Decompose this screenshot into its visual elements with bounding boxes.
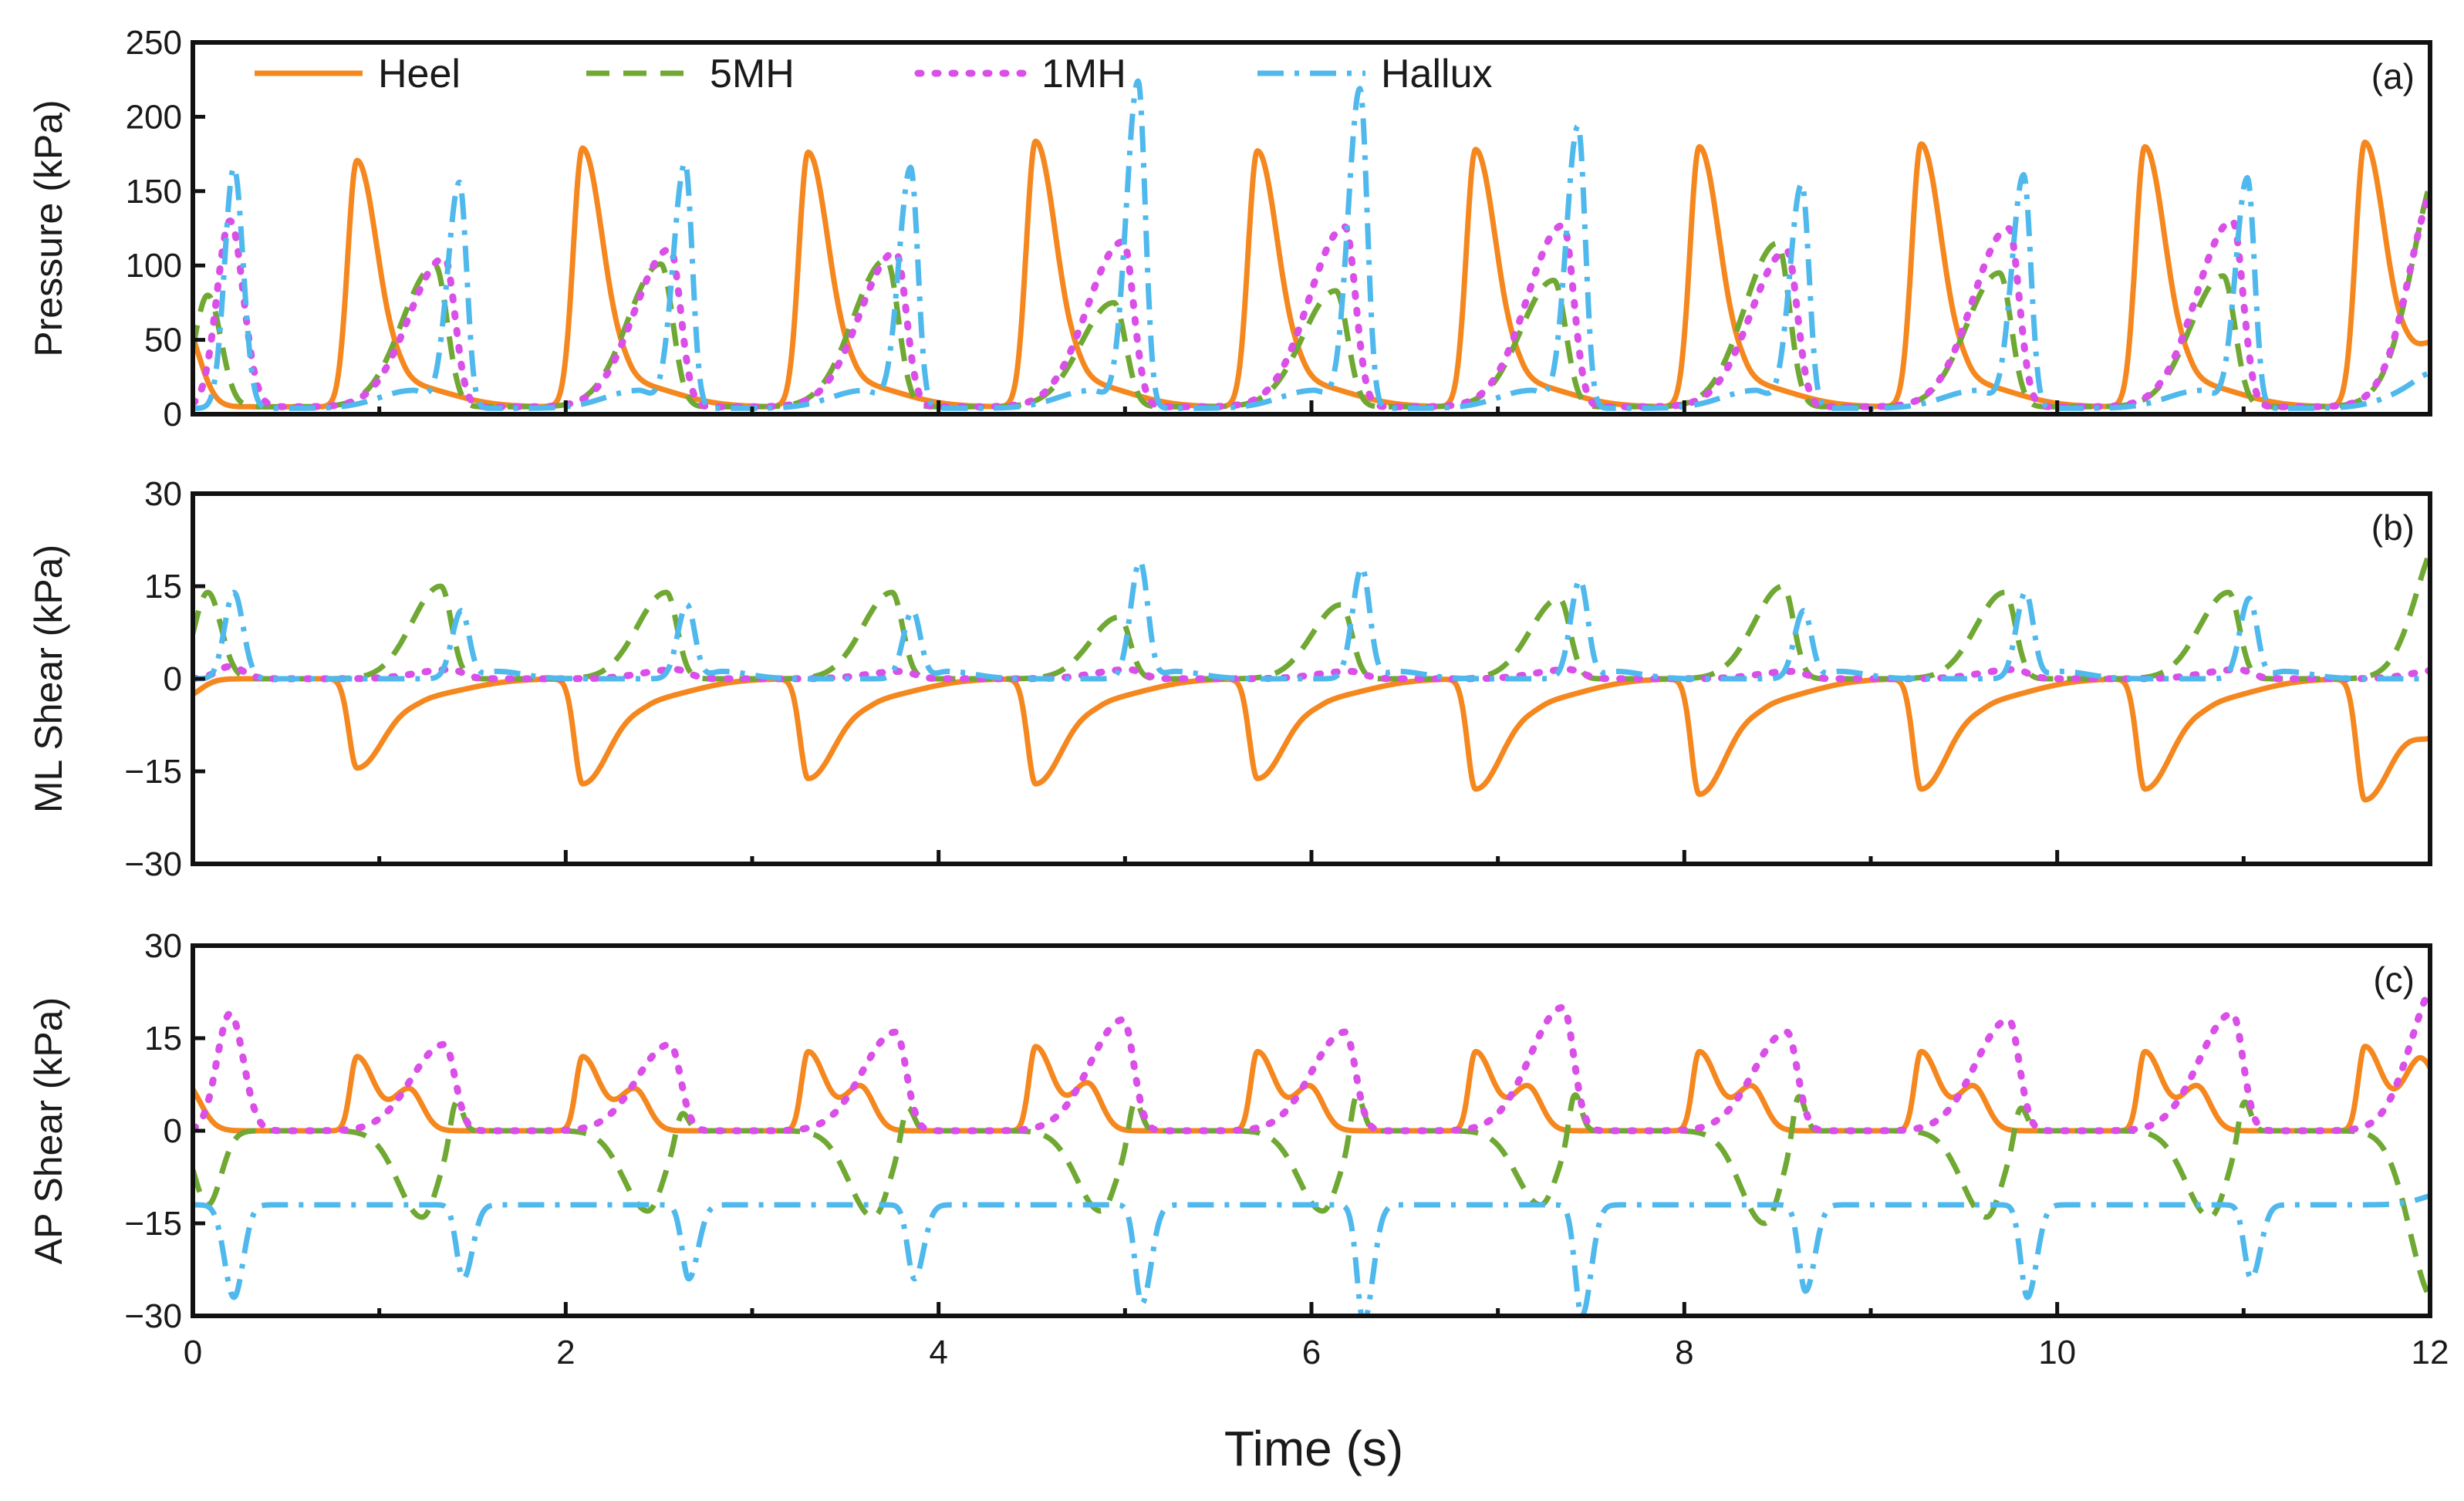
x-axis-title: Time (s) <box>1224 1421 1403 1476</box>
x-tick-label: 12 <box>2412 1334 2449 1371</box>
legend-label-heel: Heel <box>378 52 461 96</box>
y-tick-label: −30 <box>124 845 182 883</box>
plot-frame <box>191 40 2432 417</box>
y-tick-label: 30 <box>144 927 182 965</box>
y-tick-label: 15 <box>144 568 182 605</box>
y-tick-label: 250 <box>126 24 182 62</box>
y-axis-title: AP Shear (kPa) <box>27 997 70 1264</box>
legend-label-mh5: 5MH <box>710 52 795 96</box>
series-group <box>193 550 2430 803</box>
x-tick-label: 6 <box>1302 1334 1321 1371</box>
x-tick-label: 4 <box>929 1334 947 1371</box>
y-tick-label: 0 <box>164 396 182 433</box>
y-tick-label: 150 <box>126 173 182 211</box>
panel-label: (c) <box>2373 960 2415 1000</box>
y-tick-label: 15 <box>144 1020 182 1057</box>
panel-label: (a) <box>2371 56 2415 96</box>
x-tick-label: 10 <box>2038 1334 2076 1371</box>
series-line-hallux <box>193 78 2430 411</box>
series-line-heel <box>193 138 2430 410</box>
panel-c: −30 −15 0 15 30 AP Shear (kPa) (c) <box>27 927 2432 1335</box>
series-group <box>193 78 2430 411</box>
series-line-heel <box>193 676 2430 803</box>
panel-b: −30 −15 0 15 30 ML Shear (kPa) (b) <box>27 475 2432 883</box>
y-tick-label: 0 <box>164 660 182 698</box>
series-group <box>193 984 2430 1316</box>
panel-label: (b) <box>2371 508 2415 548</box>
series-line-hallux <box>193 1192 2430 1316</box>
y-tick-label: −30 <box>124 1297 182 1335</box>
legend: Heel 5MH 1MH Hallux <box>255 52 1493 96</box>
y-tick-label: 100 <box>126 247 182 285</box>
series-line-hallux <box>193 558 2430 682</box>
y-tick-label: 30 <box>144 475 182 513</box>
legend-label-hallux: Hallux <box>1381 52 1493 96</box>
y-tick-label: 0 <box>164 1112 182 1150</box>
y-tick-label: 200 <box>126 98 182 136</box>
y-axis-title: Pressure (kPa) <box>27 100 70 356</box>
y-tick-label: 50 <box>144 322 182 359</box>
series-line-mh5 <box>193 550 2430 682</box>
series-line-mh1 <box>193 984 2430 1135</box>
series-line-mh5 <box>193 1092 2430 1299</box>
panel-a: 0 50 100 150 200 250 Pressure (kPa) (a) <box>27 24 2432 433</box>
y-tick-label: −15 <box>124 753 182 791</box>
series-line-heel <box>193 1044 2430 1134</box>
y-axis-title: ML Shear (kPa) <box>27 545 70 813</box>
x-tick-label: 2 <box>556 1334 575 1371</box>
x-tick-label: 8 <box>1675 1334 1693 1371</box>
y-tick-label: −15 <box>124 1205 182 1243</box>
legend-label-mh1: 1MH <box>1041 52 1126 96</box>
x-tick-label: 0 <box>184 1334 202 1371</box>
